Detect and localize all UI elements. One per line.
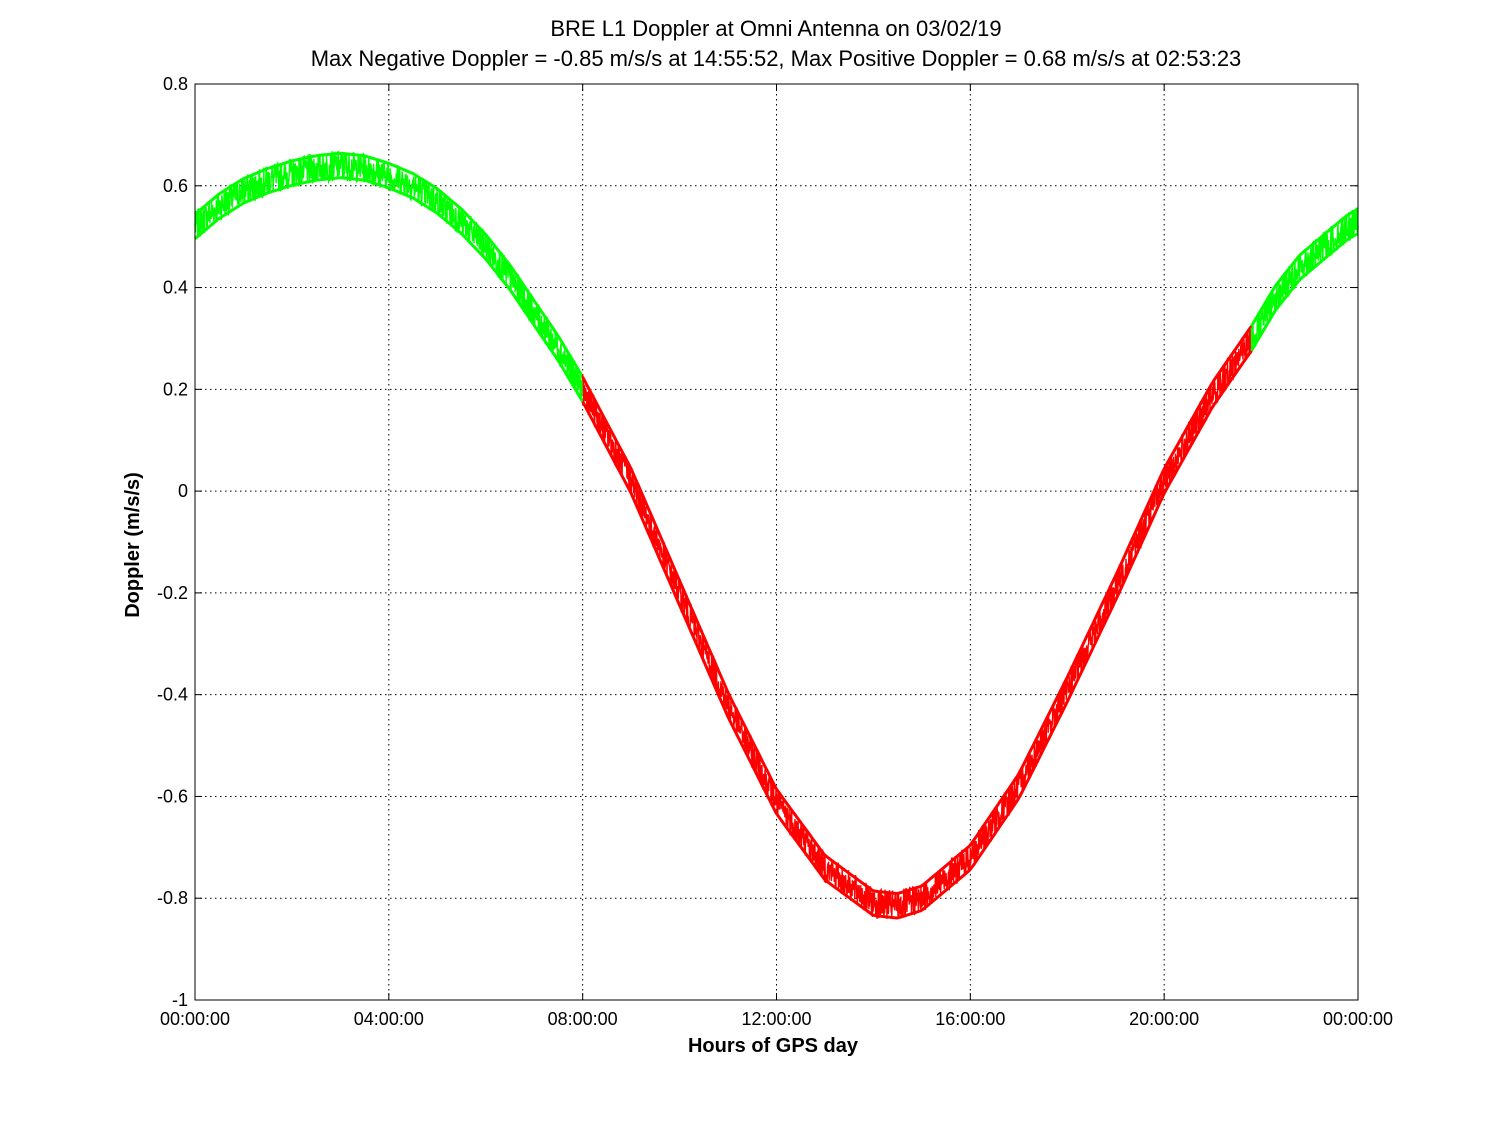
series-band-edge <box>581 325 1253 896</box>
y-tick-label: 0.2 <box>163 379 188 399</box>
y-tick-label: 0.8 <box>163 74 188 94</box>
series-1 <box>581 325 1253 920</box>
series-line <box>194 150 584 400</box>
series-band-edge <box>581 349 1253 920</box>
y-tick-label: 0 <box>178 481 188 501</box>
x-tick-label: 04:00:00 <box>354 1009 424 1029</box>
series-band-edge <box>194 151 584 378</box>
series-0 <box>194 150 584 403</box>
y-tick-label: -0.6 <box>157 786 188 806</box>
x-tick-label: 08:00:00 <box>548 1009 618 1029</box>
series-band-edge <box>1250 207 1359 327</box>
series-group <box>194 150 1359 920</box>
y-tick-label: 0.6 <box>163 176 188 196</box>
chart-title: BRE L1 Doppler at Omni Antenna on 03/02/… <box>550 16 1001 41</box>
x-axis-label: Hours of GPS day <box>688 1035 859 1057</box>
y-tick-label: -0.4 <box>157 685 188 705</box>
chart-subtitle: Max Negative Doppler = -0.85 m/s/s at 14… <box>311 46 1242 71</box>
x-tick-labels: 00:00:00 04:00:00 08:00:00 12:00:00 16:00:00… <box>160 1009 1393 1029</box>
series-band-edge <box>194 176 584 403</box>
tick-marks <box>194 83 1359 1001</box>
series-2 <box>1250 207 1359 352</box>
x-tick-label: 12:00:00 <box>741 1009 811 1029</box>
y-tick-label: -0.8 <box>157 888 188 908</box>
y-tick-label: 0.4 <box>163 278 188 298</box>
y-tick-label: -0.2 <box>157 583 188 603</box>
y-tick-label: -1 <box>172 990 188 1010</box>
y-tick-labels: 0.8 0.6 0.4 0.2 0 -0.2 -0.4 -0.6 -0.8 -1 <box>157 74 188 1010</box>
x-tick-label: 00:00:00 <box>160 1009 230 1029</box>
x-tick-label: 20:00:00 <box>1129 1009 1199 1029</box>
y-axis-label: Doppler (m/s/s) <box>122 472 144 618</box>
series-band-edge <box>1250 232 1359 352</box>
x-tick-label: 16:00:00 <box>935 1009 1005 1029</box>
x-tick-label: 00:00:00 <box>1323 1009 1393 1029</box>
